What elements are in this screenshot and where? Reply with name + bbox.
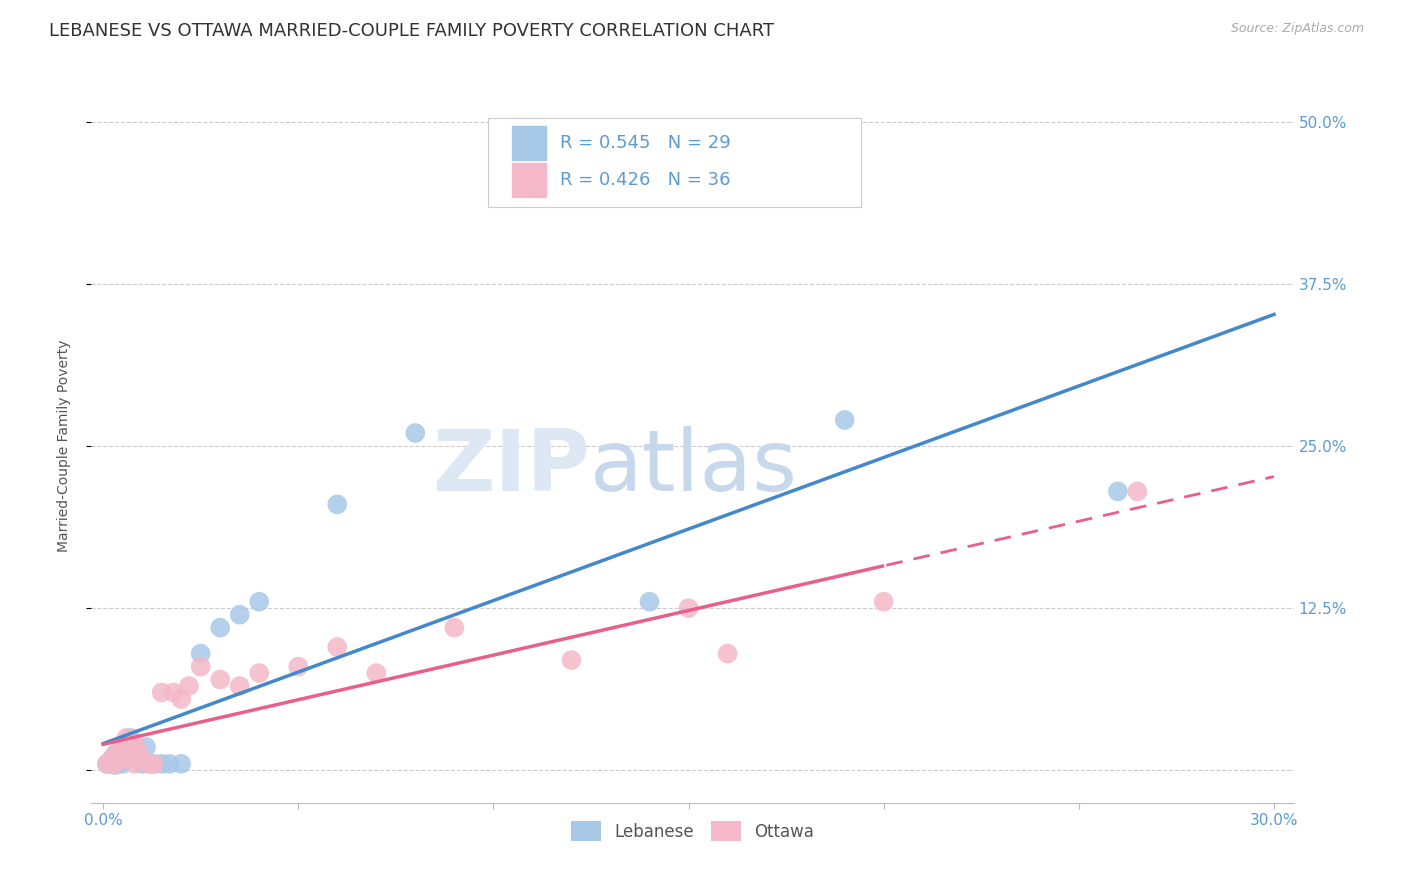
Point: [131, 756, 153, 771]
Point: [247, 666, 270, 681]
Text: R = 0.426   N = 36: R = 0.426 N = 36: [560, 171, 731, 189]
Point: [107, 750, 129, 764]
Point: [678, 601, 700, 615]
Point: [139, 756, 162, 771]
Y-axis label: Married-Couple Family Poverty: Married-Couple Family Poverty: [56, 340, 70, 552]
Point: [120, 747, 142, 762]
Point: [127, 750, 149, 764]
Point: [142, 756, 165, 771]
Point: [139, 756, 162, 771]
Point: [131, 753, 153, 767]
Point: [190, 659, 212, 673]
Point: [404, 425, 426, 440]
Point: [124, 756, 146, 771]
Point: [834, 413, 856, 427]
Point: [1126, 484, 1149, 499]
Point: [150, 756, 173, 771]
Point: [120, 750, 142, 764]
Point: [104, 758, 127, 772]
Point: [104, 747, 127, 762]
Point: [247, 595, 270, 609]
Text: LEBANESE VS OTTAWA MARRIED-COUPLE FAMILY POVERTY CORRELATION CHART: LEBANESE VS OTTAWA MARRIED-COUPLE FAMILY…: [49, 22, 775, 40]
Point: [127, 744, 149, 758]
Point: [142, 756, 165, 771]
Point: [120, 731, 142, 745]
Point: [115, 747, 138, 762]
Point: [111, 744, 134, 758]
Point: [150, 685, 173, 699]
Point: [120, 744, 142, 758]
Text: Source: ZipAtlas.com: Source: ZipAtlas.com: [1230, 22, 1364, 36]
Text: R = 0.545   N = 29: R = 0.545 N = 29: [560, 134, 731, 152]
Bar: [512, 162, 546, 197]
Point: [107, 753, 129, 767]
Point: [170, 756, 193, 771]
Bar: [512, 126, 546, 160]
Point: [873, 595, 896, 609]
Point: [1107, 484, 1129, 499]
Point: [115, 731, 138, 745]
Point: [716, 647, 738, 661]
Point: [96, 756, 118, 771]
Point: [96, 756, 118, 771]
Point: [135, 739, 157, 754]
Point: [209, 621, 232, 635]
Point: [111, 756, 134, 771]
Point: [190, 647, 212, 661]
Point: [115, 753, 138, 767]
Point: [228, 607, 250, 622]
Point: [638, 595, 661, 609]
Point: [104, 747, 127, 762]
Point: [326, 497, 349, 511]
Point: [443, 621, 465, 635]
Point: [100, 753, 122, 767]
Point: [104, 756, 127, 771]
Point: [162, 685, 184, 699]
Point: [107, 744, 129, 758]
Point: [111, 750, 134, 764]
Point: [115, 738, 138, 752]
Point: [228, 679, 250, 693]
Point: [560, 653, 582, 667]
Point: [287, 659, 309, 673]
FancyBboxPatch shape: [488, 118, 860, 207]
Point: [209, 673, 232, 687]
Point: [111, 738, 134, 752]
Point: [326, 640, 349, 654]
Text: ZIP: ZIP: [433, 425, 591, 509]
Point: [124, 738, 146, 752]
Text: atlas: atlas: [591, 425, 799, 509]
Point: [124, 744, 146, 758]
Point: [366, 666, 388, 681]
Point: [100, 753, 122, 767]
Point: [177, 679, 200, 693]
Point: [100, 756, 122, 771]
Legend: Lebanese, Ottawa: Lebanese, Ottawa: [564, 814, 821, 848]
Point: [170, 692, 193, 706]
Point: [159, 756, 181, 771]
